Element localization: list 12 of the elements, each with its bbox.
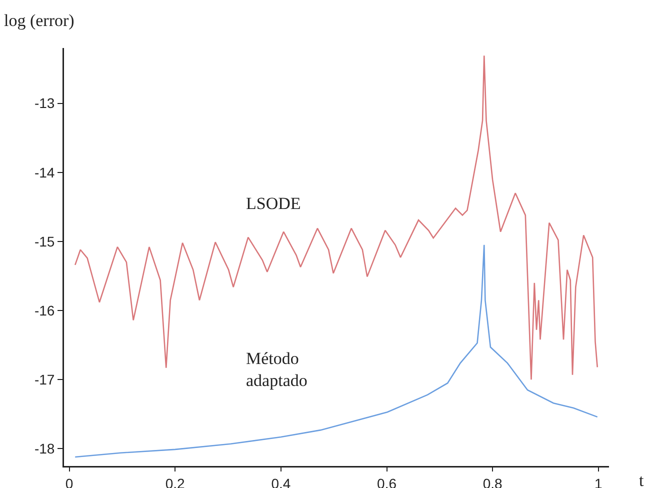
y-tick-label: -15: [34, 233, 55, 250]
x-axis-title: t: [639, 471, 644, 488]
text: Método adaptado: [246, 349, 308, 390]
y-tick-label: -13: [34, 95, 55, 112]
y-axis-title: log (error): [4, 11, 74, 30]
y-tick-label: -17: [34, 372, 55, 388]
series-label: LSODE: [246, 194, 301, 213]
line-series: [74, 244, 598, 458]
y-tick-label: -18: [34, 440, 55, 457]
x-tick-label: 1: [594, 475, 603, 488]
y-tick-label: -16: [34, 302, 55, 318]
y-tick-label: -14: [34, 164, 55, 180]
